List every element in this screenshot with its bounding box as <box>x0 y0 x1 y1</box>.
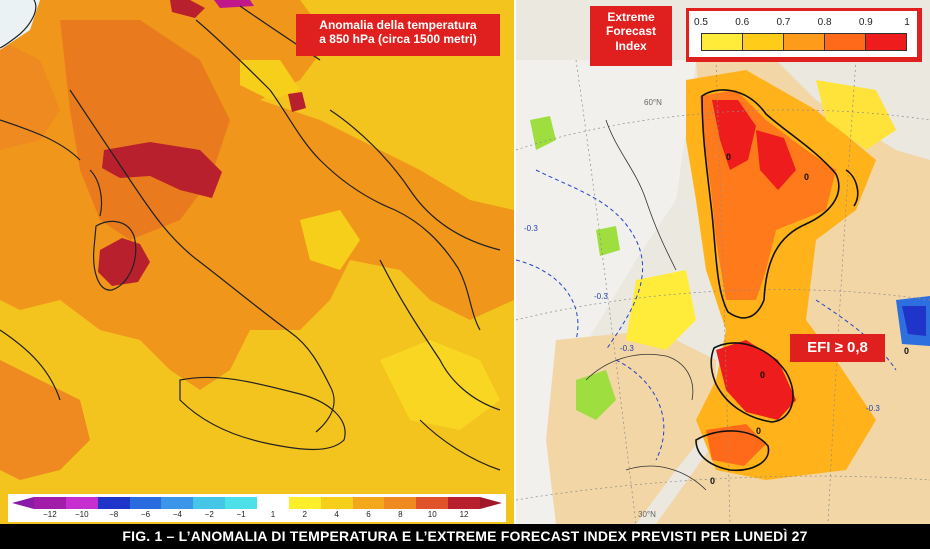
temperature-anomaly-field <box>0 0 514 480</box>
legend-tick-label: −8 <box>109 510 119 519</box>
efi-legend: 0.5 0.6 0.7 0.8 0.9 1 <box>686 8 922 62</box>
legend-low-arrow <box>12 497 34 509</box>
title-line-1: Anomalia della temperatura <box>319 18 477 32</box>
efi-color-segment <box>702 34 743 50</box>
efi-color-segment <box>743 34 784 50</box>
legend-color-segment <box>225 497 258 509</box>
legend-colorbar <box>34 497 481 509</box>
legend-color-segment <box>257 497 289 509</box>
latitude-label-30n: 30°N <box>638 510 656 519</box>
efi-tick-label: 0.9 <box>858 17 873 28</box>
title-line-2: a 850 hPa (circa 1500 metri) <box>319 32 477 47</box>
legend-color-segment <box>448 497 481 509</box>
efi-tick-label: 0.7 <box>776 17 791 28</box>
legend-color-segment <box>34 497 66 509</box>
efi-title-line-2: Forecast <box>605 24 657 39</box>
legend-color-segment <box>384 497 417 509</box>
legend-tick-label: 8 <box>398 510 403 519</box>
contour-label-neg-2: -0.3 <box>620 344 634 353</box>
legend-tick-label: −6 <box>140 510 151 519</box>
contour-label-neg-4: -0.3 <box>866 404 880 413</box>
legend-tick-label: 4 <box>334 510 339 519</box>
legend-color-segment <box>352 497 385 509</box>
legend-tick-label: −1 <box>236 510 246 519</box>
efi-field <box>516 0 930 524</box>
efi-color-segment <box>784 34 825 50</box>
contour-label-zero-6: 0 <box>904 346 910 356</box>
legend-tick-label: −12 <box>43 510 57 519</box>
efi-title-line-1: Extreme <box>607 10 655 24</box>
contour-label-zero-1: 0 <box>726 152 732 162</box>
contour-label-zero-2: 0 <box>804 172 810 182</box>
legend-color-segment <box>288 497 321 509</box>
legend-color-segment <box>129 497 162 509</box>
efi-map: 60°N 30°N -0.3 -0.3 -0.3 -0.3 0 0 0 0 0 … <box>516 0 930 524</box>
contour-label-neg-1: -0.3 <box>594 292 608 301</box>
temperature-anomaly-title: Anomalia della temperatura a 850 hPa (ci… <box>296 14 500 56</box>
efi-tick-label: 0.6 <box>735 17 750 28</box>
latitude-label-60n: 60°N <box>644 98 662 107</box>
legend-tick-label: 10 <box>427 510 437 519</box>
temperature-anomaly-legend: −12 −10 −8 −6 −4 −2 −1 1 2 4 6 8 10 12 <box>8 494 506 522</box>
legend-color-segment <box>97 497 130 509</box>
legend-tick-label: −10 <box>74 510 89 519</box>
efi-tick-label: 0.8 <box>817 17 832 28</box>
contour-label-zero-5: 0 <box>756 426 762 436</box>
legend-color-segment <box>161 497 194 509</box>
legend-color-segment <box>320 497 353 509</box>
efi-threshold-callout: EFI ≥ 0,8 <box>790 334 885 362</box>
efi-title: Extreme Forecast Index <box>590 6 672 66</box>
contour-label-zero-4: 0 <box>710 476 716 486</box>
efi-color-segment <box>866 34 906 50</box>
legend-tick-label: 6 <box>366 510 371 519</box>
contour-label-zero-3: 0 <box>760 370 766 380</box>
efi-tick-label: 1 <box>904 17 910 28</box>
efi-color-segment <box>825 34 866 50</box>
legend-high-arrow <box>480 497 502 509</box>
efi-tick-label: 0.5 <box>694 17 708 28</box>
efi-title-line-3: Index <box>615 38 647 53</box>
legend-tick-label: 12 <box>459 510 469 519</box>
efi-legend-panel: 0.5 0.6 0.7 0.8 0.9 1 <box>689 11 917 57</box>
legend-color-segment <box>65 497 98 509</box>
efi-colorbar <box>701 33 907 51</box>
temperature-anomaly-map: Anomalia della temperatura a 850 hPa (ci… <box>0 0 514 524</box>
panel-divider <box>514 0 516 524</box>
legend-tick-label: 2 <box>302 510 308 519</box>
legend-color-segment <box>193 497 226 509</box>
figure-caption: FIG. 1 – L’ANOMALIA DI TEMPERATURA E L’E… <box>0 524 930 549</box>
legend-tick-label: 1 <box>270 510 276 519</box>
contour-label-neg-3: -0.3 <box>524 224 538 233</box>
legend-color-segment <box>416 497 449 509</box>
legend-tick-label: −2 <box>204 510 214 519</box>
legend-tick-label: −4 <box>172 510 182 519</box>
